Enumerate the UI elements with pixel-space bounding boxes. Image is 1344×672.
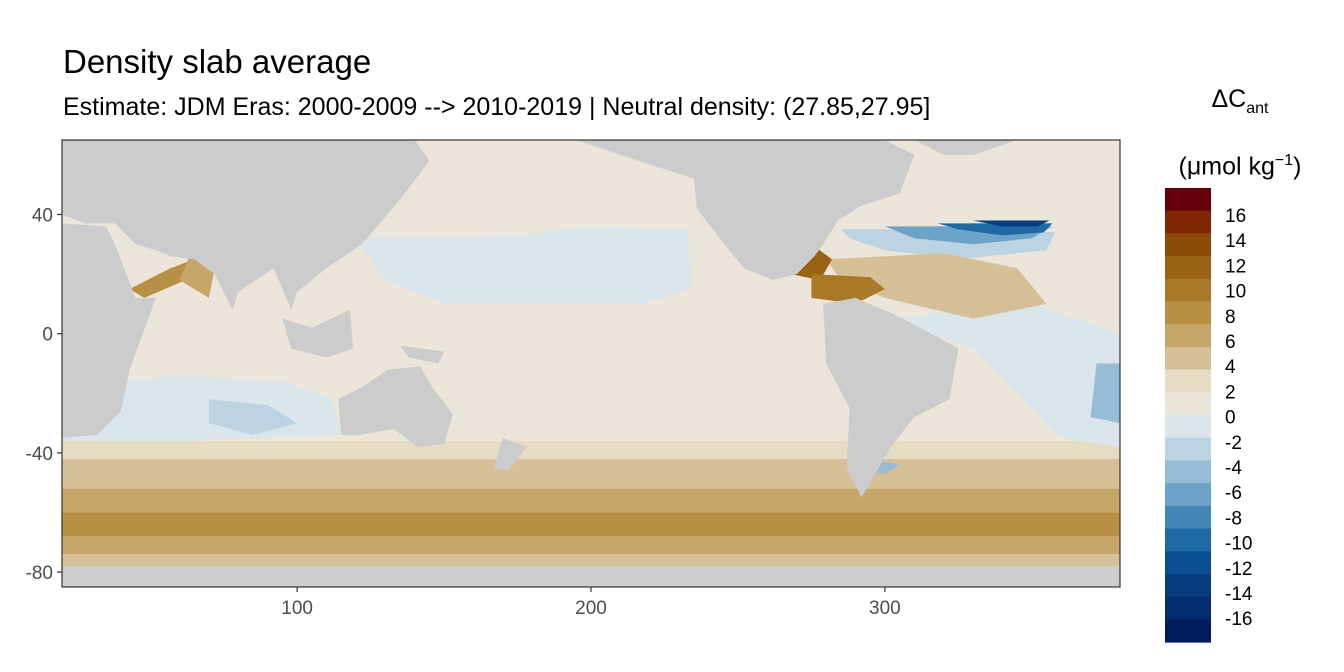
legend-label: 16	[1225, 206, 1246, 227]
legend-swatch	[1165, 324, 1211, 348]
legend-label: -4	[1225, 458, 1242, 479]
south-atlantic-negative-core	[1090, 363, 1120, 424]
legend-swatch	[1165, 483, 1211, 507]
south-atlantic-negative-region	[884, 303, 1120, 447]
greenland-landmass	[914, 140, 1018, 155]
legend-label: 12	[1225, 256, 1246, 277]
legend-swatch	[1165, 369, 1211, 393]
legend-label: -8	[1225, 508, 1242, 529]
south-america-landmass	[823, 297, 959, 498]
arabian-sea-positive-east	[179, 244, 215, 298]
legend-label: -14	[1225, 584, 1253, 605]
y-tick-label: 0	[42, 325, 53, 346]
legend-label: 8	[1225, 307, 1236, 328]
color-legend: 16 14 12 10 8 6 4 2 0 -2 -4 -6 -8 -10 -12 -14 -16	[1165, 188, 1253, 643]
legend-label: 14	[1225, 231, 1247, 252]
legend-swatch	[1165, 551, 1211, 575]
legend-swatch	[1165, 233, 1211, 257]
caribbean-positive	[811, 274, 885, 304]
ocean-band	[62, 554, 1120, 567]
legend-swatch	[1165, 505, 1211, 530]
legend-swatch	[1165, 256, 1211, 280]
x-axis: 100 200 300	[281, 587, 901, 619]
y-axis: 40 0 -40 -80	[26, 206, 62, 584]
y-tick-label: 40	[32, 206, 53, 227]
legend-swatch	[1165, 346, 1211, 371]
legend-swatch	[1165, 619, 1211, 643]
legend-swatch	[1165, 278, 1211, 303]
eurasia-landmass	[62, 140, 430, 310]
legend-swatch	[1165, 573, 1211, 598]
legend-label: 6	[1225, 332, 1236, 353]
y-tick-label: -80	[26, 563, 53, 584]
legend-title-main: ΔCant	[1211, 85, 1269, 117]
legend-swatch	[1165, 415, 1211, 439]
arabian-sea-positive	[129, 259, 195, 298]
maritime-southeast-asia	[282, 309, 353, 358]
north-pacific-negative-region	[355, 226, 691, 304]
legend-label: 10	[1225, 282, 1246, 303]
x-tick-label: 200	[575, 598, 607, 619]
new-zealand	[494, 438, 527, 471]
chart-subtitle: Estimate: JDM Eras: 2000-2009 --> 2010-2…	[63, 93, 931, 121]
ocean-band	[62, 458, 1120, 489]
legend-swatch	[1165, 460, 1211, 484]
legend-label: -16	[1225, 609, 1252, 630]
legend-label: 2	[1225, 382, 1236, 403]
legend-swatch	[1165, 301, 1211, 325]
legend-unit: (μmol kg−1)	[1178, 152, 1302, 181]
y-tick-label: -40	[26, 444, 53, 465]
legend-swatch	[1165, 392, 1211, 416]
ocean-band	[62, 488, 1120, 513]
legend-swatch	[1165, 210, 1211, 234]
australia-landmass	[338, 366, 453, 447]
tropical-atlantic-positive-region	[826, 253, 1047, 319]
north-atlantic-negative-core	[973, 220, 1050, 227]
antarctica-landmass	[62, 566, 1120, 587]
legend-swatch	[1165, 596, 1211, 620]
new-guinea	[400, 345, 445, 364]
chart-title: Density slab average	[63, 43, 372, 80]
ocean-band	[62, 536, 1120, 555]
legend-swatch	[1165, 437, 1211, 461]
north-america-landmass	[576, 140, 915, 281]
legend-label: -2	[1225, 433, 1242, 454]
ocean-band	[62, 512, 1120, 537]
x-tick-label: 300	[869, 598, 901, 619]
legend-label: 4	[1225, 357, 1236, 378]
legend-label: -12	[1225, 559, 1252, 580]
legend-title: ΔCant (μmol kg−1)	[1150, 84, 1330, 181]
legend-swatch	[1165, 528, 1211, 552]
legend-label: 0	[1225, 408, 1236, 429]
ocean-band	[62, 440, 1120, 459]
legend-label: -10	[1225, 534, 1252, 555]
legend-swatch	[1165, 188, 1211, 212]
africa-landmass	[62, 223, 156, 438]
x-tick-label: 100	[281, 598, 313, 619]
legend-label: -6	[1225, 483, 1242, 504]
indian-ocean-negative-core	[208, 399, 298, 435]
